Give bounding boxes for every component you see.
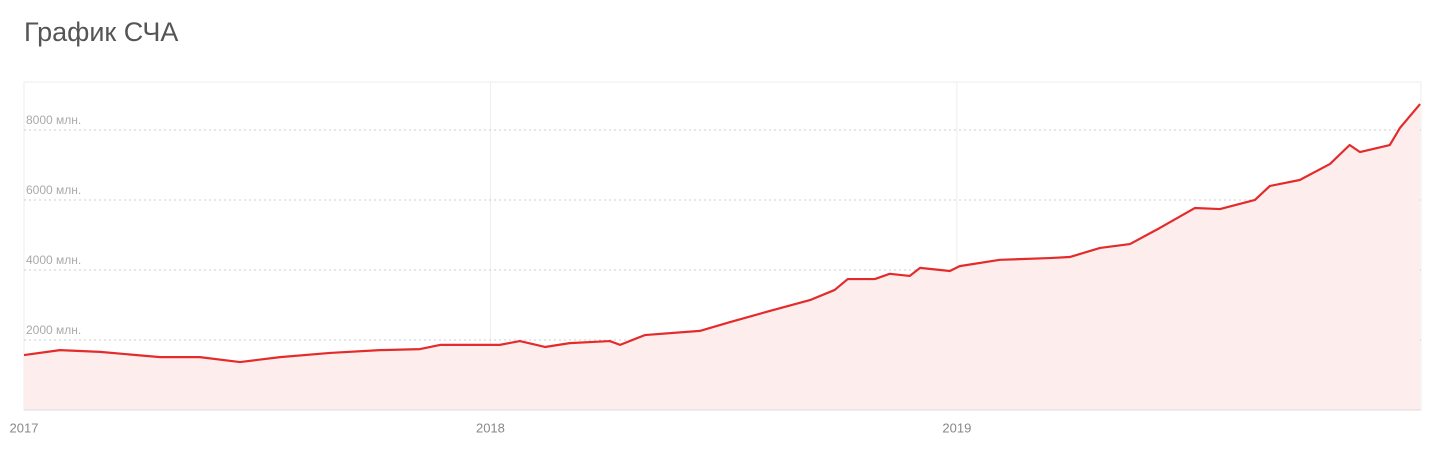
chart-title: График СЧА: [24, 17, 178, 47]
y-tick-label: 6000 млн.: [26, 183, 81, 197]
y-tick-label: 8000 млн.: [26, 113, 81, 127]
y-tick-label: 2000 млн.: [26, 323, 81, 337]
x-tick-label: 2017: [10, 420, 39, 435]
line: [23, 103, 1421, 364]
y-tick-label: 4000 млн.: [26, 253, 81, 267]
x-tick-label: 2018: [476, 420, 505, 435]
area-fill: [24, 104, 1421, 411]
x-tick-label: 2019: [942, 420, 971, 435]
